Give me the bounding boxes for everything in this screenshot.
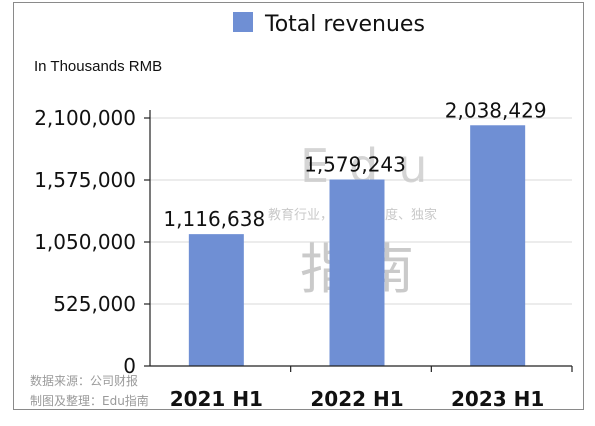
bars [188,125,526,366]
data-label: 2,038,429 [445,98,547,122]
y-tick-label: 0 [123,354,136,378]
x-category-label: 2021 H1 [170,387,263,411]
legend-swatch [233,12,253,32]
source-credit: 数据来源：公司财报 [30,373,138,388]
bar [329,179,385,366]
y-tick-label: 1,050,000 [34,230,136,254]
y-tick-label: 1,575,000 [34,168,136,192]
axes [144,110,573,372]
data-label: 1,116,638 [163,207,265,231]
author-credit: 制图及整理：Edu指南 [30,393,149,408]
unit-label: In Thousands RMB [34,58,162,75]
data-label: 1,579,243 [304,152,406,176]
y-tick-label: 525,000 [53,292,136,316]
bar [188,234,244,366]
y-tick-label: 2,100,000 [34,106,136,130]
legend: Total revenues [233,12,425,37]
x-category-label: 2023 H1 [451,387,544,411]
chart-frame [13,2,584,410]
x-category-label: 2022 H1 [310,387,403,411]
bar [470,125,526,366]
legend-label: Total revenues [264,12,425,37]
labels: 0 525,000 1,050,000 1,575,000 2,100,000 1,116… [34,98,546,411]
